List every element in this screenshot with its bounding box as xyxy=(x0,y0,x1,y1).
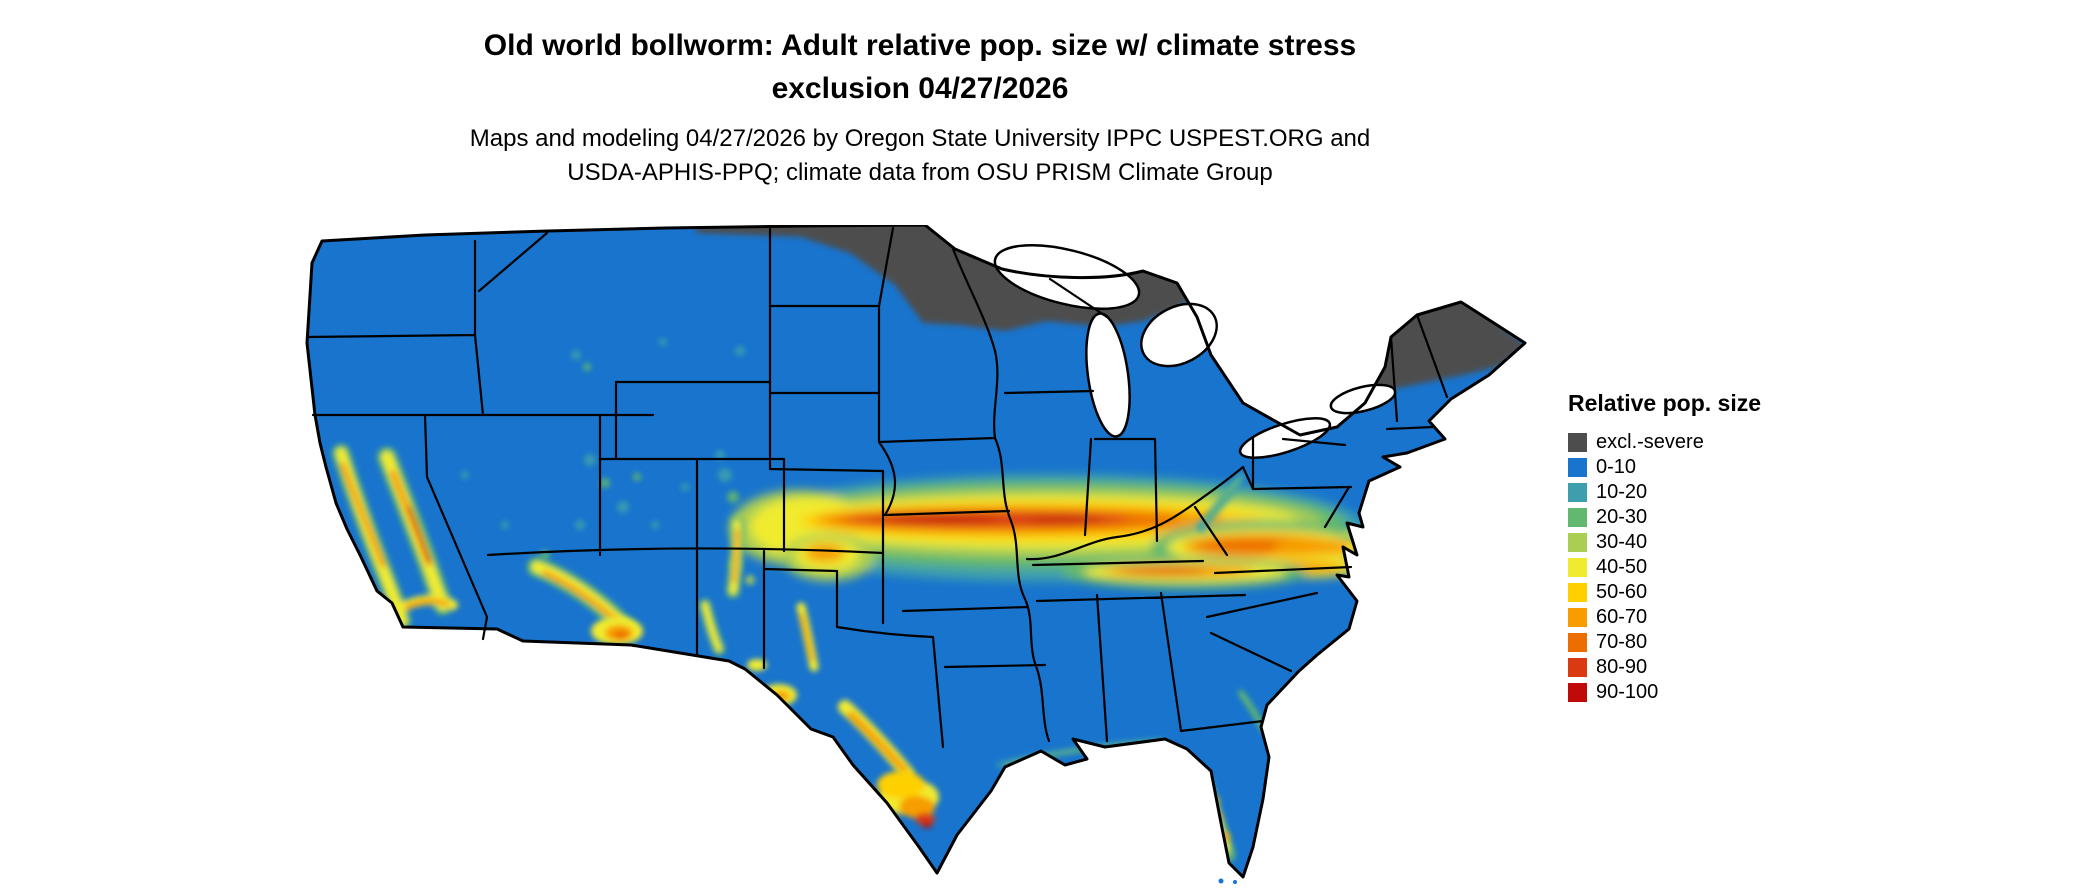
legend-label: 90-100 xyxy=(1596,681,1659,703)
legend-items: excl.-severe 0-10 10-20 20-30 30-40 40-5… xyxy=(1568,430,1761,705)
legend-item: 90-100 xyxy=(1568,680,1761,705)
legend-swatch xyxy=(1568,683,1587,702)
legend-item: 30-40 xyxy=(1568,530,1761,555)
title-line-1: Old world bollworm: Adult relative pop. … xyxy=(483,29,1357,62)
legend-label: 60-70 xyxy=(1596,606,1648,628)
legend-label: 50-60 xyxy=(1596,581,1648,603)
legend-item: 40-50 xyxy=(1568,555,1761,580)
legend-label: 10-20 xyxy=(1596,481,1648,503)
legend-swatch xyxy=(1568,558,1587,577)
legend-label: 40-50 xyxy=(1596,556,1648,578)
legend-label: 70-80 xyxy=(1596,631,1648,653)
legend-item: 50-60 xyxy=(1568,580,1761,605)
lake-michigan xyxy=(1085,312,1131,438)
legend-label: 0-10 xyxy=(1596,456,1637,478)
exclusion-region-border-strip xyxy=(695,225,810,237)
legend-swatch xyxy=(1568,583,1587,602)
legend-item: excl.-severe xyxy=(1568,430,1761,455)
legend-label: 20-30 xyxy=(1596,506,1648,528)
title-line-2: exclusion 04/27/2026 xyxy=(771,72,1069,105)
legend-swatch xyxy=(1568,483,1587,502)
legend: Relative pop. size excl.-severe 0-10 10-… xyxy=(1568,390,1761,705)
legend-swatch xyxy=(1568,658,1587,677)
figure-subtitle: Maps and modeling 04/27/2026 by Oregon S… xyxy=(70,122,1770,190)
great-lakes xyxy=(993,244,1397,459)
legend-item: 0-10 xyxy=(1568,455,1761,480)
legend-item: 10-20 xyxy=(1568,480,1761,505)
legend-title: Relative pop. size xyxy=(1568,390,1762,416)
regional-hotspots xyxy=(591,531,1355,841)
legend-swatch xyxy=(1568,458,1587,477)
legend-swatch xyxy=(1568,533,1587,552)
us-map-svg xyxy=(305,225,1527,884)
legend-swatch xyxy=(1568,608,1587,627)
legend-swatch xyxy=(1568,508,1587,527)
figure-title: Old world bollworm: Adult relative pop. … xyxy=(70,24,1770,110)
legend-item: 60-70 xyxy=(1568,605,1761,630)
subtitle-line-1: Maps and modeling 04/27/2026 by Oregon S… xyxy=(469,125,1371,152)
us-population-map xyxy=(305,225,1530,885)
state-borders xyxy=(305,226,1449,749)
legend-item: 20-30 xyxy=(1568,505,1761,530)
legend-label: 80-90 xyxy=(1596,656,1648,678)
legend-swatch xyxy=(1568,633,1587,652)
legend-label: 30-40 xyxy=(1596,531,1648,553)
offshore-speckles xyxy=(1218,878,1237,884)
legend-label: excl.-severe xyxy=(1596,431,1704,453)
subtitle-line-2: USDA-APHIS-PPQ; climate data from OSU PR… xyxy=(567,159,1273,186)
legend-item: 70-80 xyxy=(1568,630,1761,655)
legend-swatch xyxy=(1568,433,1587,452)
legend-item: 80-90 xyxy=(1568,655,1761,680)
